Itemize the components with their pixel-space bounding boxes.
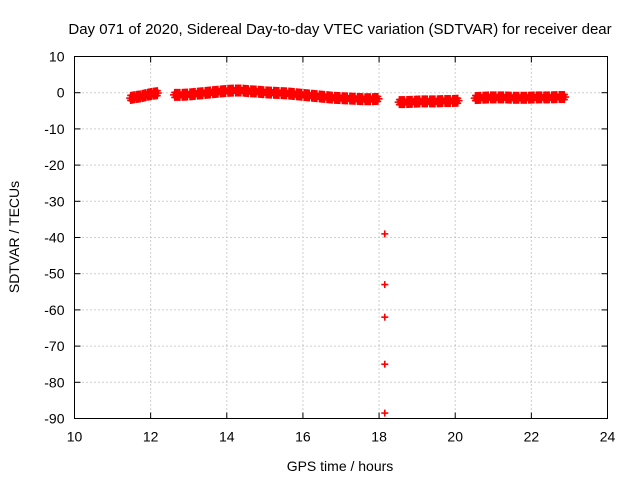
data-point (381, 409, 389, 417)
data-point (381, 313, 389, 321)
chart-title: Day 071 of 2020, Sidereal Day-to-day VTE… (68, 21, 611, 38)
x-tick-label: 20 (447, 429, 463, 445)
data-point (381, 281, 389, 289)
y-tick-label: -40 (44, 230, 64, 246)
y-tick-label: -90 (44, 411, 64, 427)
x-tick-label: 10 (67, 429, 83, 445)
x-tick-label: 22 (524, 429, 540, 445)
y-tick-label: -20 (44, 157, 64, 173)
data-point (455, 97, 463, 105)
y-tick-label: -10 (44, 121, 64, 137)
y-tick-label: -60 (44, 302, 64, 318)
y-axis-label: SDTVAR / TECUs (6, 181, 22, 293)
grid-lines (74, 56, 608, 419)
x-tick-label: 14 (219, 429, 235, 445)
x-tick-label: 18 (371, 429, 387, 445)
data-point (154, 89, 162, 97)
y-tick-label: -80 (44, 374, 64, 390)
data-point (562, 93, 570, 101)
data-point (381, 360, 389, 368)
x-tick-label: 12 (143, 429, 159, 445)
y-tick-label: 0 (57, 85, 65, 101)
y-tick-label: -50 (44, 266, 64, 282)
y-tick-label: -30 (44, 193, 64, 209)
axis-ticks: 10 12 14 16 18 20 22 24 10 0 -10 -20 -30 -40 -50 -60 -70… (44, 49, 615, 445)
data-point (381, 230, 389, 238)
x-tick-label: 24 (600, 429, 616, 445)
x-axis-label: GPS time / hours (287, 458, 394, 474)
data-points (126, 84, 570, 417)
data-point (375, 95, 383, 103)
y-tick-label: -70 (44, 338, 64, 354)
y-tick-label: 10 (49, 49, 65, 65)
x-tick-label: 16 (295, 429, 311, 445)
plot-frame (74, 56, 608, 419)
